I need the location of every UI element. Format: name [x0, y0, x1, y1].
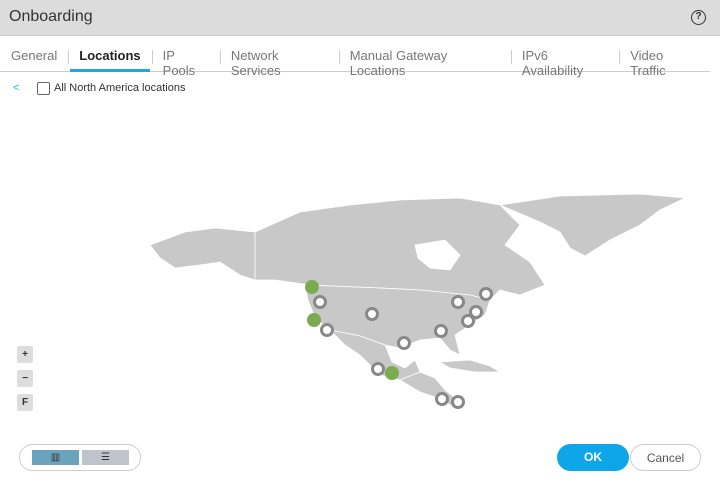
- location-marker-unselected[interactable]: [313, 295, 327, 309]
- tab-network-services[interactable]: Network Services: [219, 44, 339, 78]
- dialog-header: Onboarding ?: [0, 0, 720, 36]
- tab-locations[interactable]: Locations: [68, 44, 151, 72]
- location-marker-unselected[interactable]: [435, 392, 449, 406]
- location-marker-unselected[interactable]: [365, 307, 379, 321]
- location-marker-unselected[interactable]: [434, 324, 448, 338]
- tab-ip-pools[interactable]: IP Pools: [151, 44, 220, 78]
- location-marker-unselected[interactable]: [320, 323, 334, 337]
- tab-bar: General Locations IP Pools Network Servi…: [0, 44, 710, 78]
- zoom-out-button[interactable]: −: [17, 370, 33, 387]
- all-locations-label: All North America locations: [54, 82, 186, 94]
- location-marker-unselected[interactable]: [451, 295, 465, 309]
- list-icon: ☰: [101, 452, 110, 463]
- view-toggle: ▥ ☰: [19, 444, 141, 471]
- mexico-region: [328, 329, 421, 381]
- question-circle-icon[interactable]: ?: [691, 10, 706, 25]
- dialog-title: Onboarding: [9, 8, 93, 25]
- tab-video-traffic[interactable]: Video Traffic: [619, 44, 710, 78]
- tab-general[interactable]: General: [11, 48, 58, 63]
- list-view-button[interactable]: ☰: [82, 450, 129, 465]
- location-marker-unselected[interactable]: [479, 287, 493, 301]
- hudson-bay: [414, 239, 461, 271]
- location-marker-unselected[interactable]: [461, 314, 475, 328]
- alaska-region: [149, 227, 256, 281]
- location-marker-unselected[interactable]: [371, 362, 385, 376]
- north-america-map[interactable]: [0, 100, 720, 420]
- map-view-button[interactable]: ▥: [32, 450, 79, 465]
- map-icon: ▥: [50, 452, 61, 463]
- cancel-button[interactable]: Cancel: [630, 444, 701, 471]
- caribbean-region: [438, 359, 502, 373]
- zoom-in-button[interactable]: +: [17, 346, 33, 363]
- location-marker-selected[interactable]: [305, 280, 319, 294]
- canada-region: [254, 197, 546, 301]
- fit-button[interactable]: F: [17, 394, 33, 411]
- greenland-region: [498, 193, 687, 257]
- location-marker-unselected[interactable]: [397, 336, 411, 350]
- location-marker-unselected[interactable]: [451, 395, 465, 409]
- back-button[interactable]: <: [13, 82, 20, 94]
- all-locations-checkbox[interactable]: [37, 82, 50, 95]
- tab-ipv6-availability[interactable]: IPv6 Availability: [510, 44, 619, 78]
- location-marker-selected[interactable]: [307, 313, 321, 327]
- location-marker-selected[interactable]: [385, 366, 399, 380]
- tab-manual-gateway-locations[interactable]: Manual Gateway Locations: [338, 44, 511, 78]
- ok-button[interactable]: OK: [557, 444, 629, 471]
